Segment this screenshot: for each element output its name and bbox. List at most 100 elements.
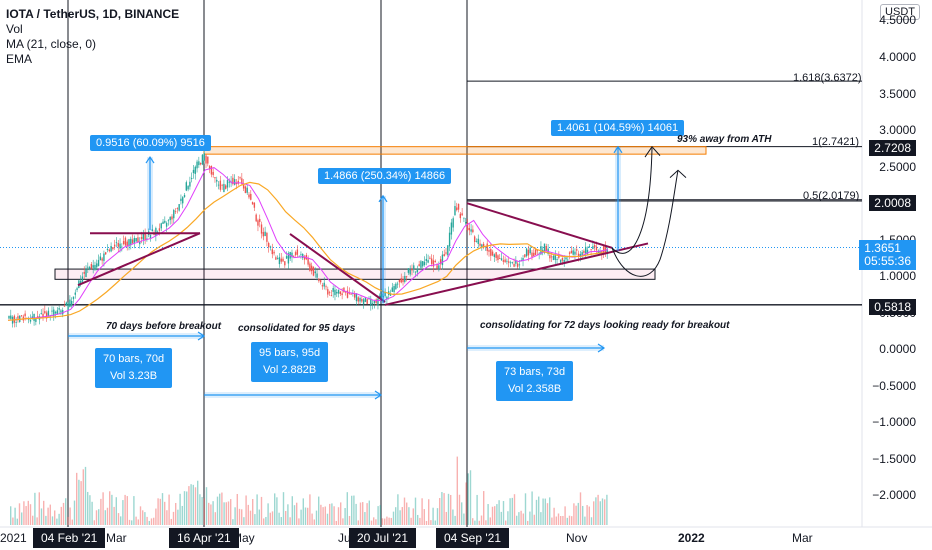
candle-body <box>430 258 433 264</box>
candle-body <box>499 258 501 259</box>
volume-bar <box>214 512 216 525</box>
volume-bar <box>181 505 183 525</box>
projection-alt-head <box>669 169 687 178</box>
volume-bar <box>287 504 289 525</box>
volume-bar <box>54 510 56 525</box>
candle-body <box>323 282 325 287</box>
volume-bar <box>331 503 333 525</box>
candle-body <box>536 250 539 252</box>
volume-bar <box>465 482 467 525</box>
volume-bar <box>395 507 397 525</box>
x-tick-label: Nov <box>566 531 588 545</box>
candle-body <box>63 306 66 307</box>
volume-bar <box>386 516 388 525</box>
volume-bar <box>375 519 377 525</box>
volume-bar <box>476 494 478 525</box>
volume-bar <box>458 494 461 525</box>
candle-body <box>389 294 392 296</box>
symbol-title[interactable]: IOTA / TetherUS, 1D, BINANCE <box>6 7 180 21</box>
candle-body <box>432 260 435 267</box>
volume-bar <box>249 510 252 525</box>
volume-bar <box>593 501 595 525</box>
currency-button[interactable]: USDT <box>880 4 920 20</box>
volume-bar <box>159 498 161 525</box>
volume-bar <box>487 504 489 525</box>
volume-bar <box>267 503 269 525</box>
volume-bar <box>311 513 313 525</box>
candle-body <box>448 232 451 247</box>
candle-body <box>472 229 474 233</box>
candle-body <box>296 249 299 255</box>
projection-up-head <box>644 146 661 158</box>
candle-body <box>416 268 419 273</box>
legend-ma[interactable]: MA (21, close, 0) <box>6 37 97 51</box>
volume-bar <box>370 520 373 525</box>
volume-bar <box>417 514 419 525</box>
candle-body <box>393 286 395 293</box>
candle-body <box>447 245 449 256</box>
candle-body <box>74 292 76 295</box>
volume-bar <box>87 491 89 525</box>
volume-bar <box>18 503 21 525</box>
legend-vol[interactable]: Vol <box>6 22 23 36</box>
candle-body <box>87 266 89 268</box>
volume-bar <box>527 520 529 525</box>
candle-body <box>56 310 59 315</box>
candle-body <box>140 237 143 239</box>
volume-bar <box>498 500 500 525</box>
volume-bar <box>201 497 203 525</box>
volume-bar <box>474 520 476 525</box>
volume-bar <box>23 501 25 525</box>
candle-body <box>518 264 521 266</box>
candle-body <box>146 238 148 240</box>
volume-bar <box>45 515 47 525</box>
candle-body <box>441 254 444 266</box>
volume-bar <box>47 507 49 525</box>
candle-body <box>549 255 551 259</box>
candle-body <box>135 238 137 242</box>
candle-body <box>330 295 333 296</box>
candle-body <box>246 187 248 193</box>
candle-body <box>17 316 19 319</box>
candle-body <box>574 251 576 255</box>
candle-body <box>169 216 171 221</box>
candle-body <box>504 259 506 263</box>
volume-bar <box>590 517 593 525</box>
candle-body <box>174 211 177 213</box>
volume-bar <box>122 500 124 525</box>
y-tick-label: −0.5000 <box>872 379 916 393</box>
candle-body <box>511 261 513 263</box>
volume-bar <box>553 507 555 525</box>
candle-body <box>255 214 257 222</box>
volume-bar <box>562 515 564 525</box>
volume-bar <box>467 473 469 525</box>
candle-body <box>477 238 479 244</box>
volume-bar <box>161 493 164 525</box>
candle-body <box>122 241 125 244</box>
ath-band <box>203 146 707 155</box>
candle-body <box>88 267 91 270</box>
candle-body <box>285 256 288 259</box>
candle-body <box>366 299 368 304</box>
candle-body <box>581 252 583 256</box>
volume-bar <box>579 492 582 525</box>
volume-bar <box>84 466 87 525</box>
volume-bar <box>342 518 344 525</box>
y-tick-label: 4.0000 <box>879 50 916 64</box>
candle-body <box>554 254 556 260</box>
candle-body <box>160 223 162 229</box>
volume-bar <box>300 509 302 525</box>
volume-bar <box>164 501 166 525</box>
range-box-3-vol: Vol 2.358B <box>507 383 562 395</box>
fib-1618-label: 1.618(3.6372) <box>793 72 862 84</box>
candle-body <box>380 294 383 298</box>
candle-body <box>314 271 316 274</box>
volume-bar <box>91 501 93 525</box>
candle-body <box>597 250 599 254</box>
volume-bar <box>531 491 533 525</box>
volume-bar <box>192 484 194 525</box>
y-tick-label: 3.0000 <box>879 123 916 137</box>
legend-ema[interactable]: EMA <box>6 52 33 66</box>
volume-bar <box>502 501 505 525</box>
